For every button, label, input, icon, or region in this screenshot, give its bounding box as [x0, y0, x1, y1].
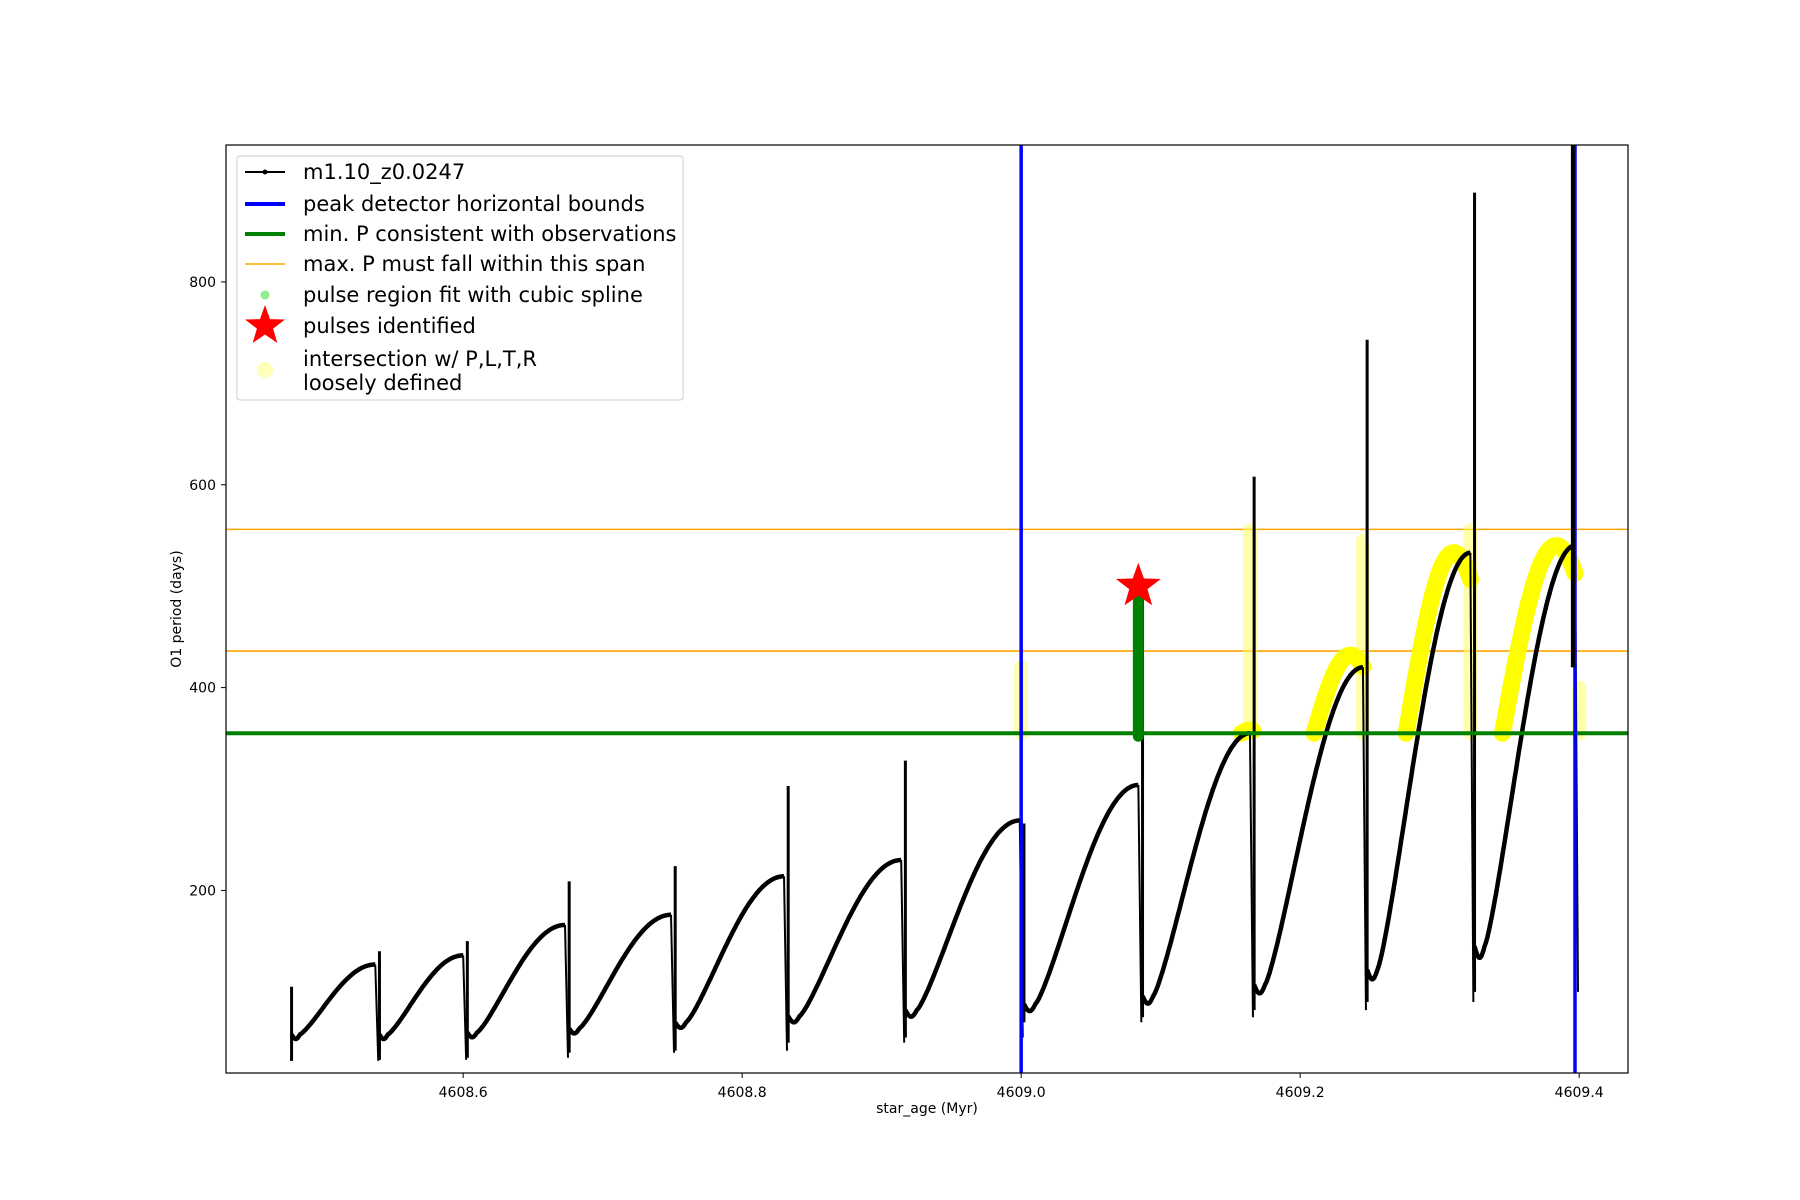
model-curve-segment-6: [903, 818, 1021, 1019]
plot-frame: [225, 144, 1629, 1074]
legend-label-5: pulses identified: [303, 314, 476, 338]
pulse-drop-9: [1361, 667, 1367, 1011]
y-tick-label-1: 400: [189, 681, 216, 697]
model-curve-segment-7: [1022, 782, 1139, 1014]
yellow-intersection-arc-3: [1493, 537, 1584, 742]
legend-label-2: min. P consistent with observations: [303, 222, 676, 246]
legend-label-6-line2: loosely defined: [303, 371, 462, 395]
x-tick-label-4: 4609.4: [1555, 1085, 1604, 1101]
model-curve-segment-11: [1472, 543, 1576, 960]
x-axis-label: star_age (Myr): [876, 1101, 978, 1117]
model-curve-segment-9: [1252, 665, 1364, 996]
model-curve-segment-10: [1364, 550, 1472, 982]
plot-area: [226, 145, 1628, 1073]
pulse-drop-8: [1248, 733, 1254, 1018]
model-curve-segment-2: [465, 922, 566, 1040]
model-curve-segment-3: [567, 912, 672, 1036]
x-tick-label-0: 4608.6: [439, 1085, 488, 1101]
legend-label-0: m1.10_z0.0247: [303, 160, 465, 185]
legend-label-6: intersection w/ P,L,T,R: [303, 347, 537, 371]
x-tick-label-2: 4609.0: [997, 1085, 1046, 1101]
pulse-drop-7: [1137, 784, 1143, 1023]
model-curve-segment-0: [289, 962, 377, 1042]
legend-handle-6: [257, 362, 273, 378]
y-axis-label: O1 period (days): [169, 550, 185, 667]
red-pulse-star: [1115, 562, 1161, 606]
model-curve-segment-1: [377, 953, 465, 1042]
pulse-drop-0: [374, 964, 380, 1061]
yellow-intersection-arc-2: [1397, 544, 1479, 742]
x-tick-label-1: 4608.8: [718, 1085, 767, 1101]
legend-box: [236, 155, 684, 401]
x-tick-label-3: 4609.2: [1276, 1085, 1325, 1101]
y-tick-label-2: 600: [189, 478, 216, 494]
pulse-drop-3: [670, 914, 676, 1053]
pulse-drop-4: [783, 876, 789, 1051]
legend-label-4: pulse region fit with cubic spline: [303, 283, 643, 307]
pulse-drop-5: [900, 859, 906, 1043]
y-tick-label-0: 200: [189, 883, 216, 899]
pulse-drop-2: [563, 924, 569, 1058]
legend-handle-4: [260, 290, 270, 300]
pulse-drop-10: [1469, 552, 1475, 1003]
legend-label-1: peak detector horizontal bounds: [303, 192, 645, 216]
y-tick-label-3: 800: [189, 275, 216, 291]
model-curve-segment-8: [1140, 730, 1251, 1006]
model-curve-segment-5: [786, 857, 902, 1025]
model-curve-segment-4: [673, 873, 785, 1031]
axis-ticks: 4608.6 4608.8 4609.0 4609.2 4609.4 200 400 600 8…: [189, 275, 1603, 1101]
pulse-drop-1: [462, 955, 468, 1060]
yellow-intersection-arc-1: [1305, 646, 1372, 742]
legend-marker-0: [262, 169, 268, 175]
legend-label-3: max. P must fall within this span: [303, 252, 645, 276]
legend-handle-5: [245, 305, 285, 343]
